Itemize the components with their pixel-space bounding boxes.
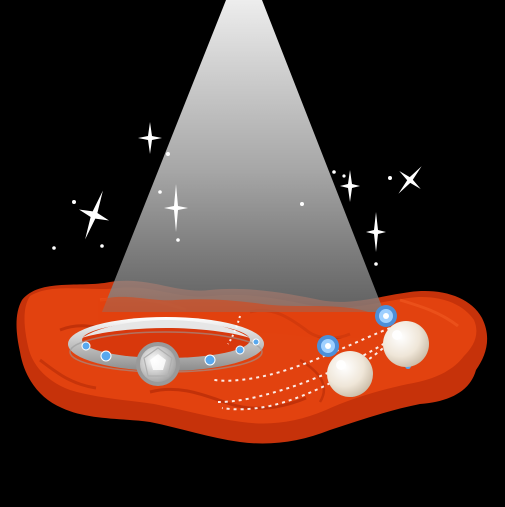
sparkle-icon [398, 166, 422, 194]
star-dot [166, 152, 170, 156]
chain-icon [213, 315, 397, 411]
sapphire-icon [252, 338, 260, 346]
sparkle-icon [164, 184, 188, 232]
sparkle-icon [78, 190, 110, 240]
ring-icon [68, 317, 264, 386]
pearl-icon [383, 321, 429, 367]
diamond-icon [136, 342, 180, 386]
star-dot [300, 202, 304, 206]
star-dot [176, 238, 180, 242]
spotlight-icon [102, 0, 384, 312]
sapphire-icon [81, 341, 91, 351]
sparkle-icon [138, 122, 162, 154]
star-dot [52, 246, 56, 250]
star-dot [100, 244, 104, 248]
sapphire-icon [204, 354, 216, 366]
sapphire-icon [375, 305, 397, 327]
star-dot [374, 262, 378, 266]
sapphire-icon [317, 335, 339, 357]
sapphire-icon [100, 350, 112, 362]
pearl-icon [327, 351, 373, 397]
sapphire-icon [235, 345, 245, 355]
sparkles [52, 122, 422, 266]
star-dot [342, 174, 346, 178]
star-dot [332, 170, 336, 174]
sparkle-icon [340, 170, 360, 202]
star-dot [388, 176, 392, 180]
star-dot [158, 190, 162, 194]
sparkle-icon [366, 212, 386, 252]
star-dot [72, 200, 76, 204]
